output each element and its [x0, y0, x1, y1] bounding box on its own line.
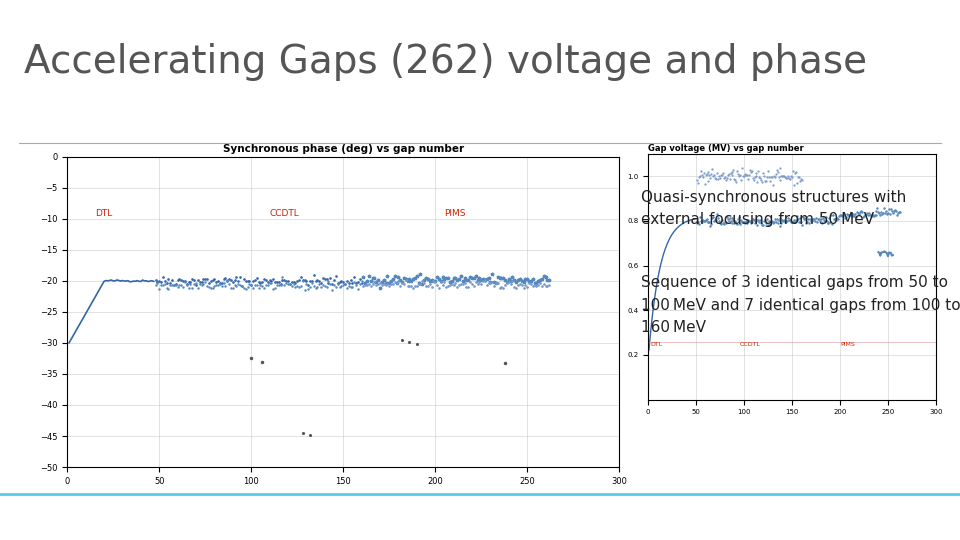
Text: Accelerating Gaps (262) voltage and phase: Accelerating Gaps (262) voltage and phas… [24, 43, 867, 81]
Text: 11: 11 [931, 514, 943, 524]
Text: PIMS: PIMS [444, 208, 466, 218]
Text: DTL: DTL [650, 342, 662, 347]
Text: Gap voltage (MV) vs gap number: Gap voltage (MV) vs gap number [648, 144, 804, 153]
Text: PIMS: PIMS [840, 342, 854, 347]
Text: CCDTL: CCDTL [270, 208, 300, 218]
Text: Quasi-synchronous structures with
external focusing from 50 MeV: Quasi-synchronous structures with extern… [641, 190, 906, 227]
Text: Sequence of 3 identical gaps from 50 to
100 MeV and 7 identical gaps from 100 to: Sequence of 3 identical gaps from 50 to … [641, 275, 960, 335]
Text: 15/11/2017: 15/11/2017 [17, 514, 76, 524]
Text: CCDTL: CCDTL [739, 342, 760, 347]
Title: Synchronous phase (deg) vs gap number: Synchronous phase (deg) vs gap number [223, 144, 464, 154]
Text: DTL: DTL [95, 208, 112, 218]
